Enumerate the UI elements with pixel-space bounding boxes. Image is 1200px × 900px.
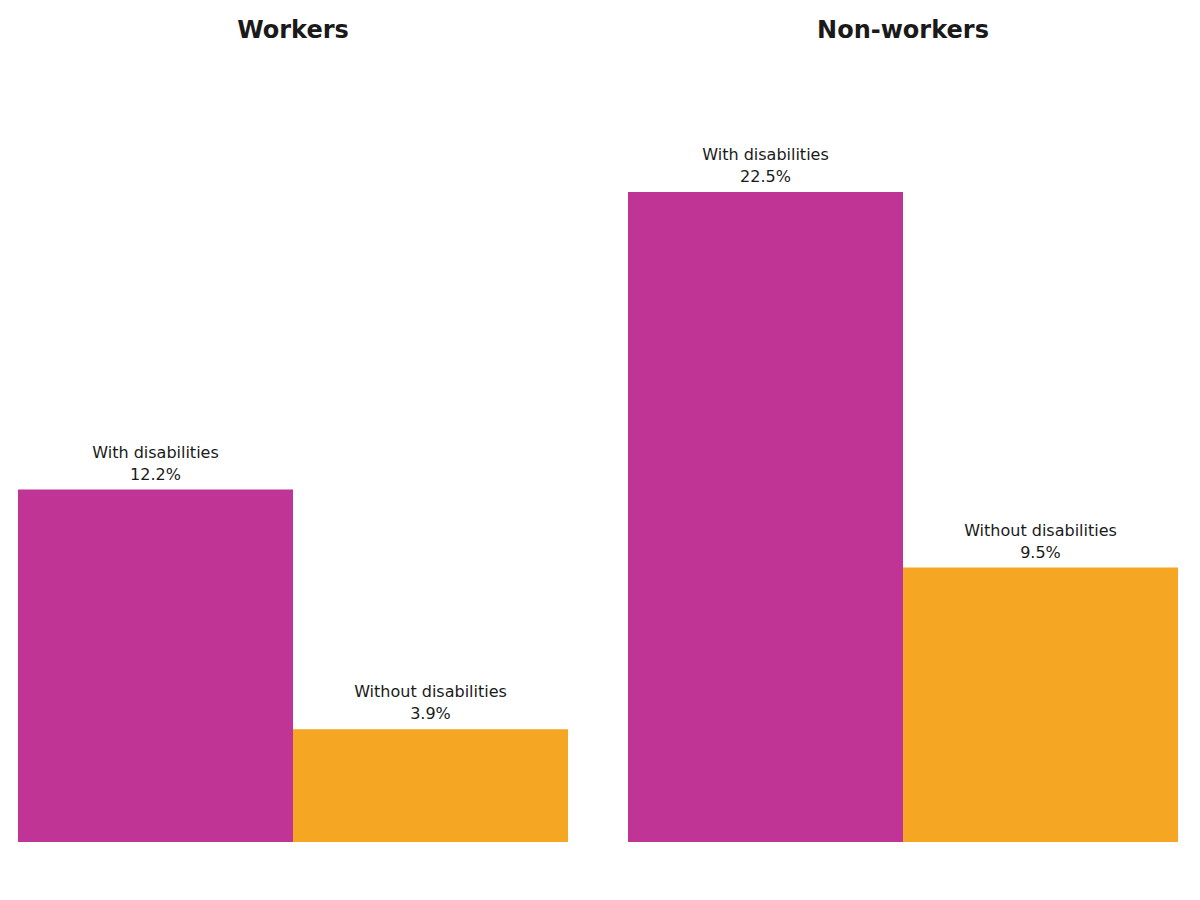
svg-text:3.9%: 3.9%: [410, 704, 451, 723]
svg-text:22.5%: 22.5%: [740, 167, 791, 186]
svg-text:With disabilities: With disabilities: [92, 443, 219, 462]
svg-text:Without disabilities: Without disabilities: [964, 521, 1117, 540]
svg-text:9.5%: 9.5%: [1020, 543, 1061, 562]
svg-text:12.2%: 12.2%: [130, 465, 181, 484]
html-text:Non-workers: Non-workers: [817, 16, 989, 44]
html-text:Workers: Workers: [237, 16, 349, 44]
svg-text:With disabilities: With disabilities: [702, 145, 829, 164]
svg-text:Without disabilities: Without disabilities: [354, 682, 507, 701]
